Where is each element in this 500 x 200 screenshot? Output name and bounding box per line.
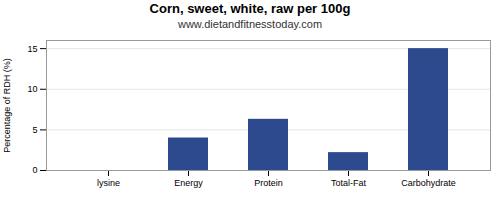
- svg-text:15: 15: [27, 44, 37, 54]
- svg-text:Percentage of RDH (%): Percentage of RDH (%): [2, 58, 12, 153]
- html-text:Corn, sweet, white, raw per 10: Corn, sweet, white, raw per 100g: [149, 1, 351, 16]
- svg-text:Energy: Energy: [174, 178, 203, 188]
- html-text:www.dietandfitnesstoday.com: www.dietandfitnesstoday.com: [178, 18, 322, 30]
- svg-text:0: 0: [32, 165, 37, 175]
- svg-text:lysine: lysine: [97, 178, 120, 188]
- svg-text:Total-Fat: Total-Fat: [331, 178, 367, 188]
- svg-text:10: 10: [27, 84, 37, 94]
- svg-text:Carbohydrate: Carbohydrate: [401, 178, 456, 188]
- svg-text:Protein: Protein: [254, 178, 283, 188]
- svg-text:5: 5: [32, 125, 37, 135]
